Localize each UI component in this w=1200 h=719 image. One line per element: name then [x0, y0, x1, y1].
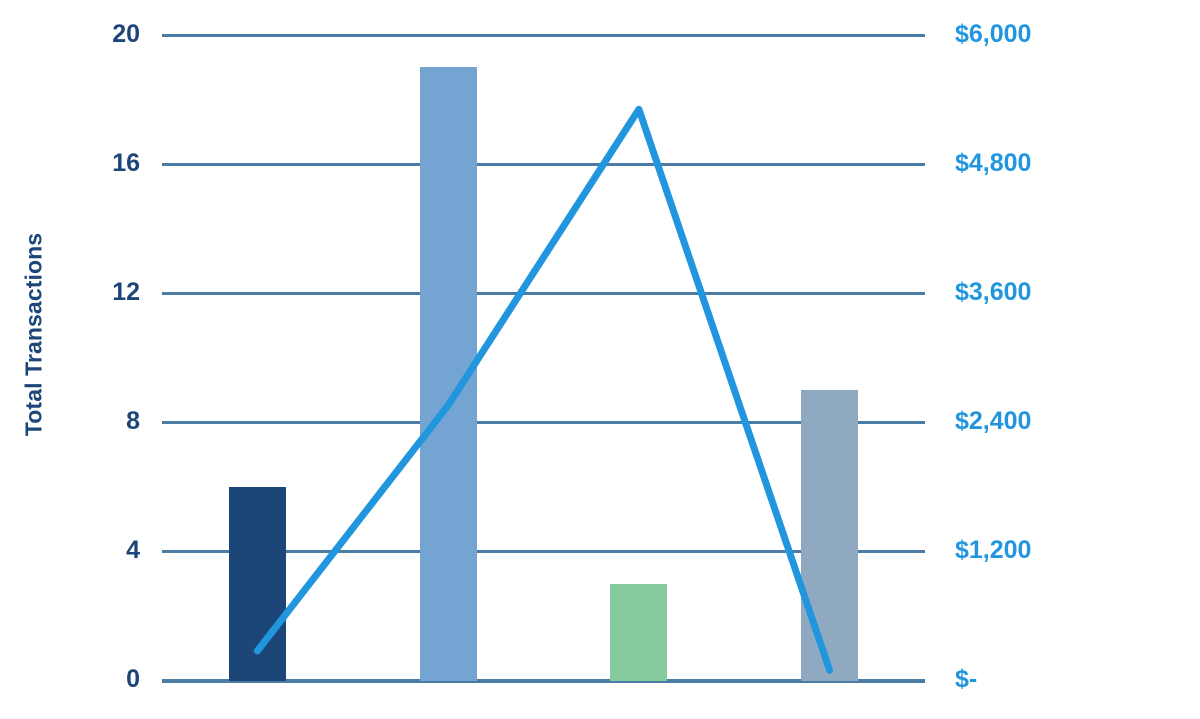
gridline-4 — [162, 550, 925, 553]
y-left-tick-0: 0 — [126, 665, 140, 693]
y-left-tick-16: 16 — [112, 149, 140, 177]
y-left-tick-12: 12 — [112, 278, 140, 306]
y-right-tick-2400: $2,400 — [955, 407, 1032, 435]
y-right-tick-6000: $6,000 — [955, 20, 1032, 48]
y-left-tick-20: 20 — [112, 20, 140, 48]
y-axis-left-title: Total Transactions — [20, 232, 47, 437]
gridline-20 — [162, 34, 925, 37]
bar-series-item-4 — [801, 390, 859, 681]
gridline-16 — [162, 163, 925, 166]
gridline-12 — [162, 292, 925, 295]
y-right-tick-4800: $4,800 — [955, 149, 1032, 177]
y-left-tick-8: 8 — [126, 407, 140, 435]
y-left-tick-4: 4 — [126, 536, 140, 564]
y-right-tick-1200: $1,200 — [955, 536, 1032, 564]
gridline-8 — [162, 421, 925, 424]
bar-series-item-3 — [610, 584, 668, 681]
y-right-tick-3600: $3,600 — [955, 278, 1032, 306]
y-right-tick-0: $- — [955, 665, 978, 693]
axis-baseline — [162, 679, 925, 683]
